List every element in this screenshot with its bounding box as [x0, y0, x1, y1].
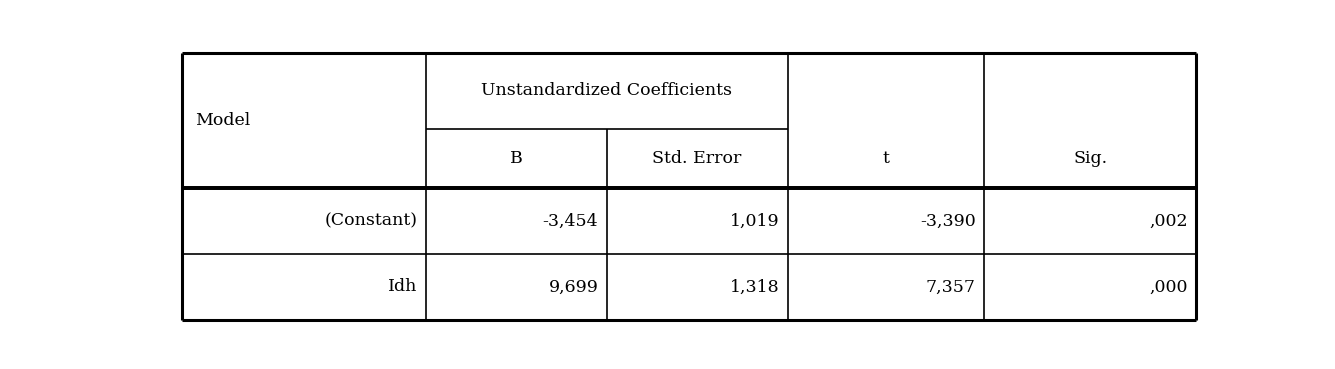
- Text: ,000: ,000: [1149, 278, 1188, 295]
- Text: 1,318: 1,318: [730, 278, 780, 295]
- Text: Sig.: Sig.: [1073, 150, 1107, 167]
- Text: 9,699: 9,699: [549, 278, 598, 295]
- Text: Unstandardized Coefficients: Unstandardized Coefficients: [481, 82, 732, 99]
- Text: t: t: [882, 150, 889, 167]
- Text: -3,454: -3,454: [543, 212, 598, 229]
- Text: -3,390: -3,390: [920, 212, 976, 229]
- Text: 7,357: 7,357: [926, 278, 976, 295]
- Text: B: B: [510, 150, 522, 167]
- Text: (Constant): (Constant): [324, 212, 418, 229]
- Text: Std. Error: Std. Error: [653, 150, 742, 167]
- Text: Model: Model: [195, 112, 250, 129]
- Text: 1,019: 1,019: [730, 212, 780, 229]
- Text: Idh: Idh: [388, 278, 418, 295]
- Text: ,002: ,002: [1149, 212, 1188, 229]
